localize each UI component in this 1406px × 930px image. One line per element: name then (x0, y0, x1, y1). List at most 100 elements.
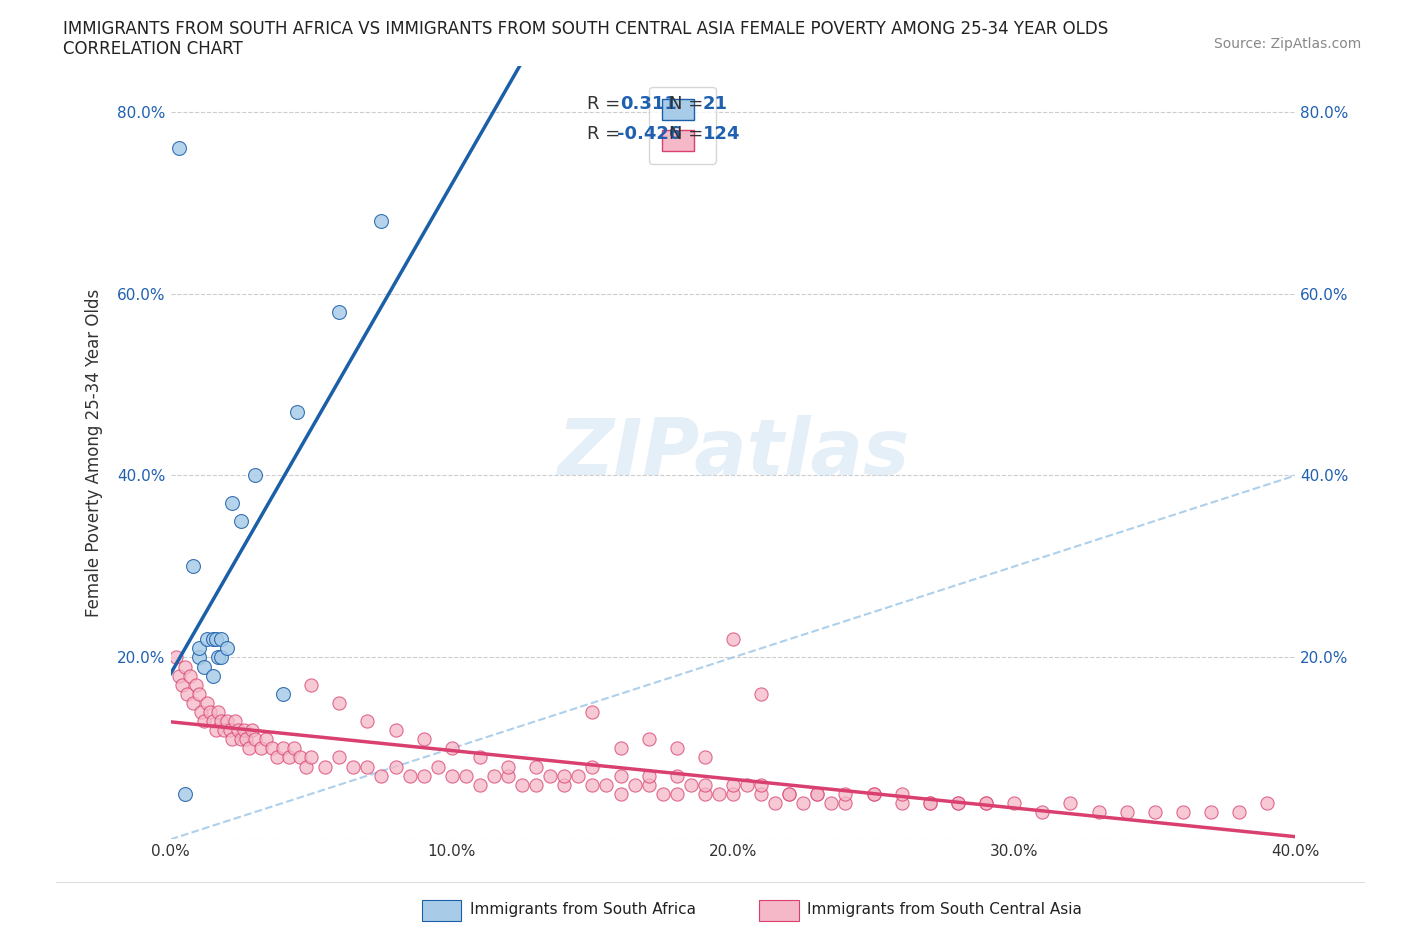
Point (1059, 795, 1081, 810)
Point (215, 641, 238, 656)
Point (440, 768, 463, 783)
Point (581, 705, 603, 720)
Point (707, 787, 730, 802)
Point (890, 787, 912, 802)
Point (538, 768, 561, 783)
Text: 124: 124 (703, 126, 740, 143)
Point (1171, 804, 1194, 819)
Point (482, 768, 505, 783)
Point (170, 677, 193, 692)
Point (693, 750, 716, 764)
Point (778, 787, 800, 802)
Text: Source: ZipAtlas.com: Source: ZipAtlas.com (1213, 37, 1361, 51)
Point (288, 750, 311, 764)
Point (946, 795, 969, 810)
Point (412, 732, 434, 747)
Text: Immigrants from South Africa: Immigrants from South Africa (470, 902, 696, 917)
Point (763, 795, 786, 810)
Point (195, 696, 218, 711)
Point (181, 696, 204, 711)
Point (221, 732, 243, 747)
Point (1087, 804, 1109, 819)
Point (862, 787, 884, 802)
Point (299, 677, 322, 692)
Point (665, 768, 688, 783)
Point (224, 713, 246, 728)
Point (1031, 804, 1053, 819)
Text: N =: N = (669, 126, 709, 143)
Point (277, 750, 299, 764)
Point (454, 768, 477, 783)
Point (167, 140, 190, 155)
Point (609, 741, 631, 756)
Point (328, 304, 350, 319)
Text: N =: N = (669, 95, 709, 113)
Point (243, 468, 266, 483)
Point (749, 777, 772, 792)
Point (271, 686, 294, 701)
Point (665, 787, 688, 802)
Point (235, 732, 257, 747)
Text: CORRELATION CHART: CORRELATION CHART (63, 40, 243, 58)
Point (209, 713, 232, 728)
Point (260, 741, 283, 756)
Point (215, 713, 238, 728)
Point (187, 641, 209, 656)
Point (567, 768, 589, 783)
Point (328, 750, 350, 764)
Text: R =: R = (586, 126, 626, 143)
Point (207, 705, 229, 720)
Point (918, 795, 941, 810)
Point (209, 631, 232, 646)
Point (637, 768, 659, 783)
Point (195, 631, 218, 646)
Point (890, 795, 912, 810)
Point (249, 741, 271, 756)
Point (190, 705, 212, 720)
Point (749, 686, 772, 701)
Point (299, 750, 322, 764)
Point (496, 768, 519, 783)
Point (384, 759, 406, 774)
Point (806, 787, 828, 802)
Point (468, 750, 491, 764)
Point (232, 723, 254, 737)
Point (721, 777, 744, 792)
Point (238, 741, 260, 756)
Point (806, 787, 828, 802)
Point (721, 787, 744, 802)
Y-axis label: Female Poverty Among 25-34 Year Olds: Female Poverty Among 25-34 Year Olds (86, 288, 103, 617)
Point (1143, 804, 1166, 819)
Point (356, 713, 378, 728)
Point (184, 677, 207, 692)
Point (679, 777, 702, 792)
Point (218, 723, 240, 737)
Point (524, 759, 547, 774)
Point (229, 732, 252, 747)
Point (285, 405, 308, 419)
Point (243, 732, 266, 747)
Point (283, 741, 305, 756)
Text: ZIPatlas: ZIPatlas (557, 415, 910, 491)
Text: -0.426: -0.426 (617, 126, 682, 143)
Point (749, 787, 772, 802)
Text: 0.311: 0.311 (620, 95, 678, 113)
Point (398, 768, 420, 783)
Point (271, 741, 294, 756)
Point (266, 750, 288, 764)
Point (693, 777, 716, 792)
Point (1256, 795, 1278, 810)
Point (862, 787, 884, 802)
Point (1002, 795, 1025, 810)
Point (187, 686, 209, 701)
Point (314, 759, 336, 774)
Legend: , : , (650, 86, 716, 164)
Point (595, 777, 617, 792)
Point (187, 650, 209, 665)
Point (370, 213, 392, 228)
Point (328, 696, 350, 711)
Point (834, 787, 856, 802)
Point (735, 777, 758, 792)
Point (721, 631, 744, 646)
Point (165, 650, 187, 665)
